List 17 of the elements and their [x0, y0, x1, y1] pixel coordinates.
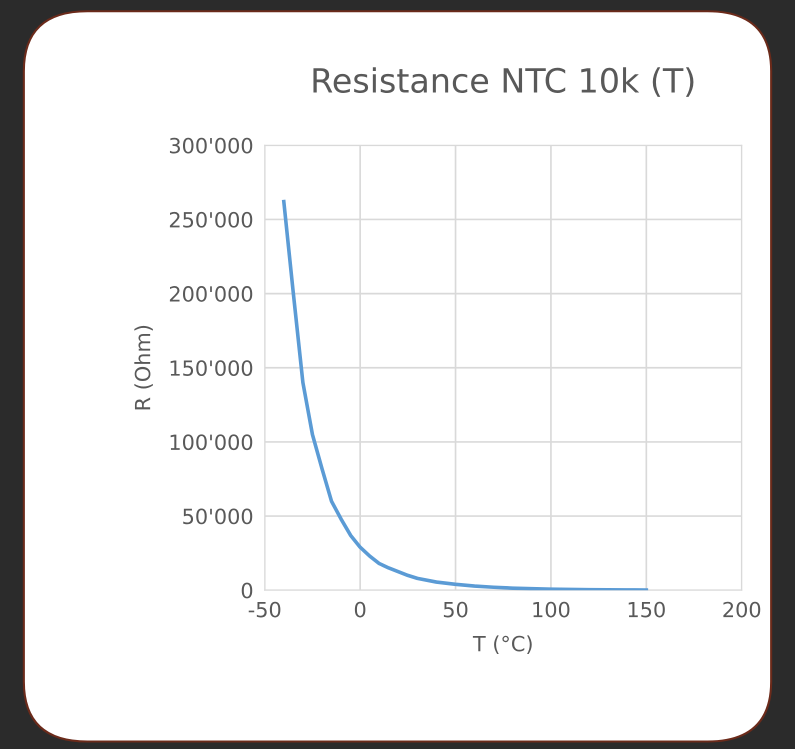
- y-tick-label: 300'000: [170, 138, 252, 154]
- y-tick-label: 0: [242, 582, 252, 598]
- x-tick-label: 200: [723, 602, 760, 618]
- line-series: [282, 200, 648, 590]
- y-tick-label: 100'000: [170, 434, 252, 450]
- y-tick-label: 150'000: [170, 360, 252, 376]
- y-axis-title: R (Ohm): [134, 326, 153, 410]
- x-tick-label: 0: [354, 602, 366, 618]
- y-tick-label: 200'000: [170, 286, 252, 302]
- x-axis-title: T (°C): [472, 635, 532, 654]
- x-tick-label: 100: [533, 602, 570, 618]
- y-tick-label: 50'000: [183, 508, 252, 524]
- chart-title: Resistance NTC 10k (T): [313, 67, 694, 97]
- x-tick-label: -50: [248, 602, 280, 618]
- y-tick-label: 250'000: [170, 212, 252, 228]
- x-tick-label: 50: [444, 602, 468, 618]
- x-tick-label: 150: [628, 602, 665, 618]
